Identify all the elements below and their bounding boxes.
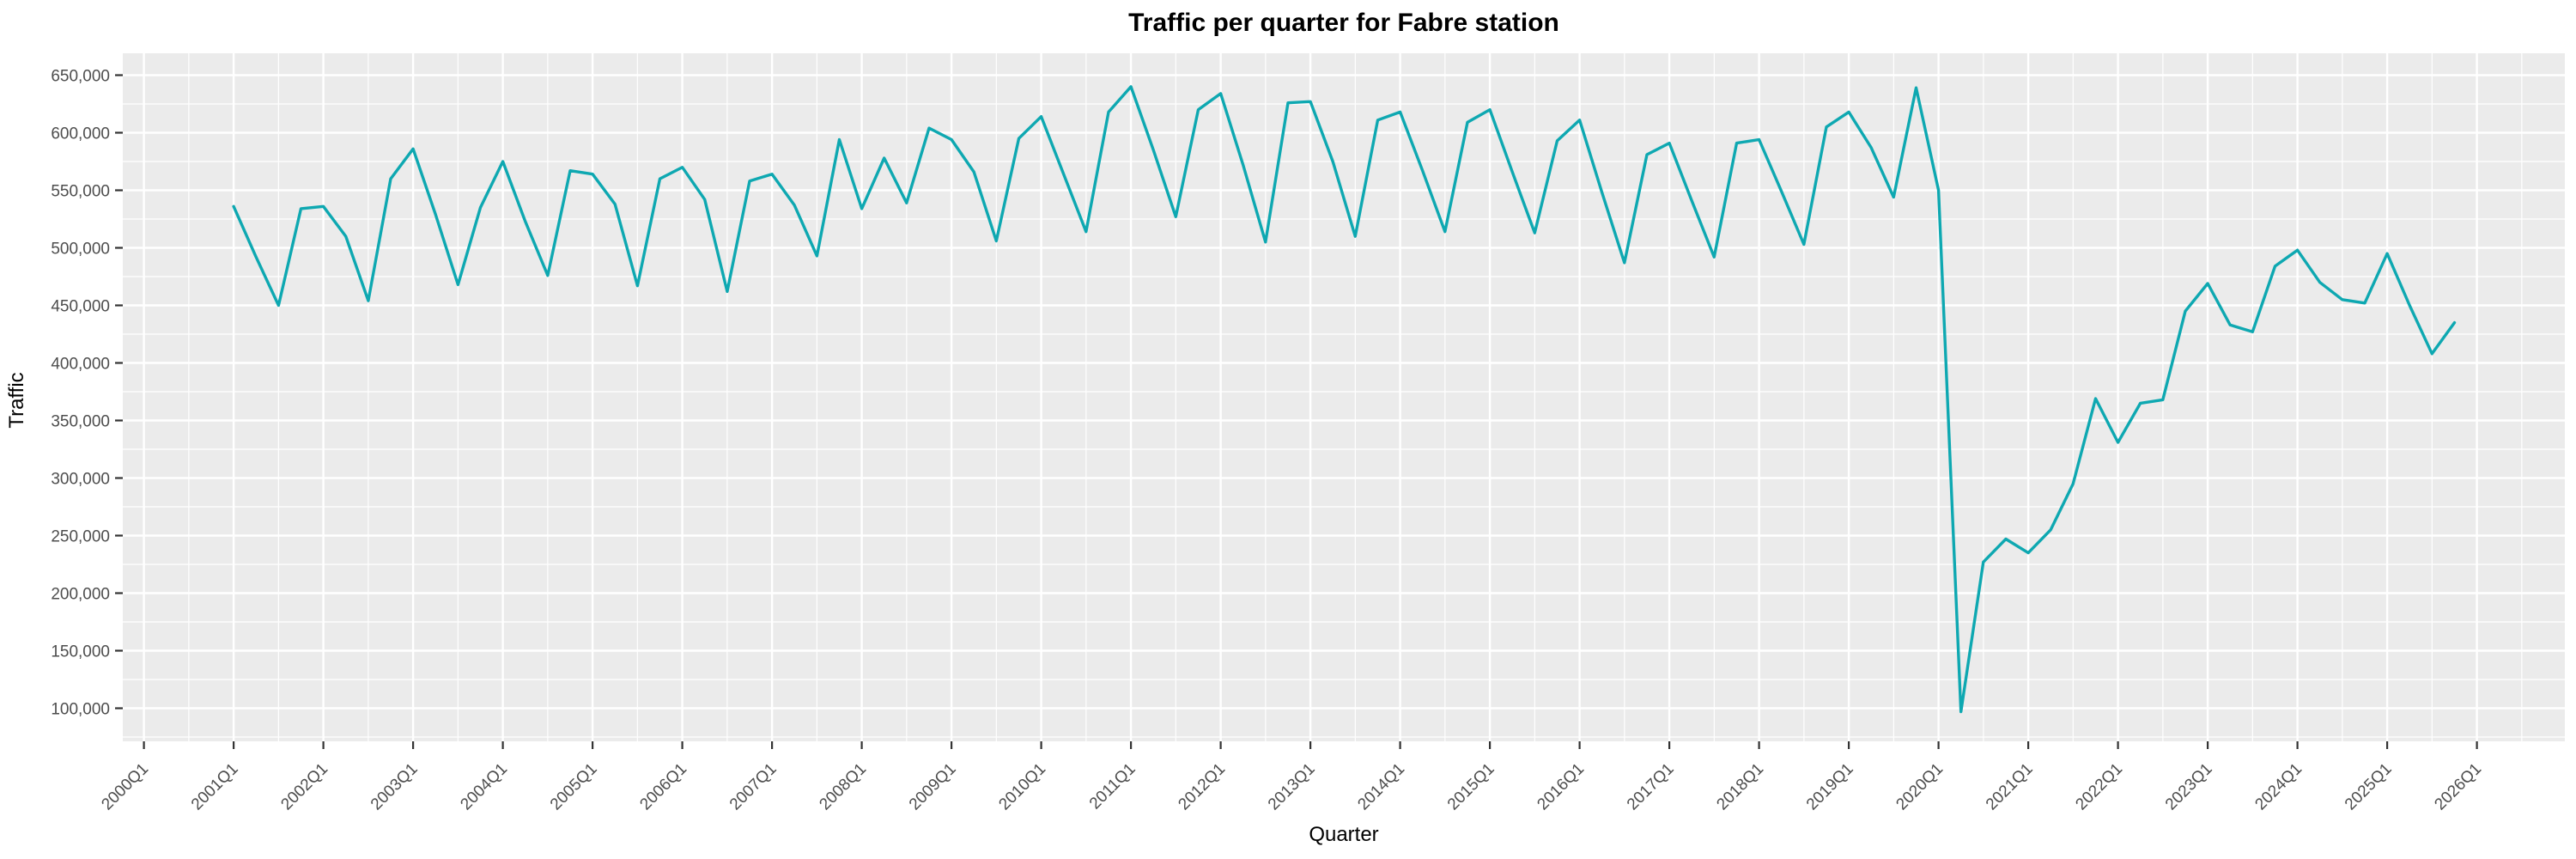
y-tick-label: 550,000 xyxy=(51,183,110,201)
y-tick-label: 650,000 xyxy=(51,68,110,86)
x-tick-label: 2005Q1 xyxy=(547,760,601,814)
chart-title: Traffic per quarter for Fabre station xyxy=(1128,9,1559,37)
x-tick-label: 2002Q1 xyxy=(277,760,331,814)
x-tick-label: 2021Q1 xyxy=(1983,760,2037,814)
y-tick-label: 300,000 xyxy=(51,471,110,489)
y-tick-label: 400,000 xyxy=(51,356,110,374)
x-tick-label: 2024Q1 xyxy=(2251,760,2306,814)
y-tick-label: 250,000 xyxy=(51,528,110,546)
x-tick-label: 2020Q1 xyxy=(1893,760,1947,814)
y-tick-labels: 100,000 150,000 200,000 250,000 300,000 350,0… xyxy=(51,68,110,719)
major-gridlines xyxy=(123,53,2565,741)
y-tick-label: 450,000 xyxy=(51,298,110,316)
minor-gridlines xyxy=(123,53,2565,741)
x-axis-title: Quarter xyxy=(1309,823,1379,846)
x-tick-label: 2003Q1 xyxy=(368,760,422,814)
x-tick-label: 2011Q1 xyxy=(1086,760,1139,813)
y-tick-label: 350,000 xyxy=(51,413,110,431)
x-tick-label: 2004Q1 xyxy=(457,760,511,814)
y-axis-title: Traffic xyxy=(5,372,28,429)
x-tick-label: 2017Q1 xyxy=(1624,760,1678,814)
x-tick-label: 2025Q1 xyxy=(2342,760,2396,814)
x-tick-label: 2015Q1 xyxy=(1444,760,1498,814)
plot-panel xyxy=(123,53,2565,741)
x-tick-label: 2008Q1 xyxy=(816,760,870,814)
x-tick-label: 2007Q1 xyxy=(726,760,781,814)
y-tick-label: 500,000 xyxy=(51,241,110,259)
x-tick-label: 2013Q1 xyxy=(1265,760,1319,814)
x-tick-label: 2001Q1 xyxy=(188,760,242,814)
x-tick-label: 2019Q1 xyxy=(1803,760,1857,814)
x-tick-label: 2000Q1 xyxy=(98,760,152,814)
traffic-line xyxy=(232,85,2457,714)
x-tick-label: 2023Q1 xyxy=(2162,760,2216,814)
x-tick-label: 2022Q1 xyxy=(2072,760,2126,814)
y-tick-label: 150,000 xyxy=(51,643,110,661)
y-tick-label: 200,000 xyxy=(51,586,110,604)
x-tick-label: 2026Q1 xyxy=(2431,760,2485,814)
x-tick-label: 2014Q1 xyxy=(1354,760,1408,814)
x-tick-label: 2006Q1 xyxy=(636,760,690,814)
x-tick-label: 2009Q1 xyxy=(906,760,960,814)
y-tick-label: 100,000 xyxy=(51,701,110,719)
x-tick-label: 2012Q1 xyxy=(1175,760,1229,814)
x-tick-label: 2010Q1 xyxy=(995,760,1049,814)
x-tick-labels: 2000Q1 2001Q1 2002Q1 2003Q1 2004Q1 2005Q1 2006… xyxy=(98,760,2485,814)
y-tick-label: 600,000 xyxy=(51,125,110,143)
x-tick-label: 2018Q1 xyxy=(1713,760,1767,814)
x-tick-label: 2016Q1 xyxy=(1534,760,1588,814)
axis-tick-marks xyxy=(115,74,2478,749)
